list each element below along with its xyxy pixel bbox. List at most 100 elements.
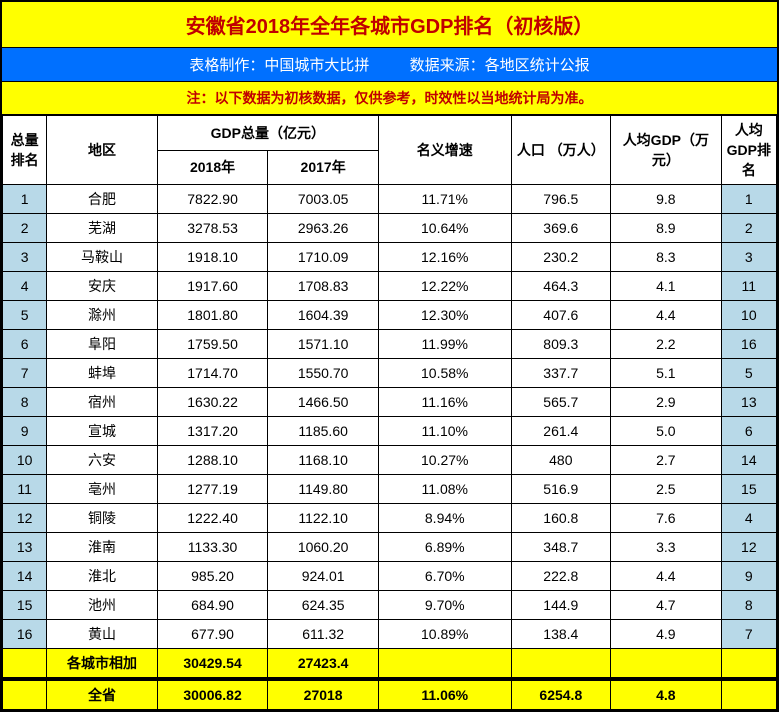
cell-percap: 8.9 xyxy=(611,214,722,243)
cell-percap-rank: 12 xyxy=(721,533,776,562)
subtitle-bar: 表格制作：中国城市大比拼 数据来源：各地区统计公报 xyxy=(2,48,777,82)
cell-population: 138.4 xyxy=(511,620,611,649)
cell-gdp-2017: 1466.50 xyxy=(268,388,379,417)
cell-rank: 2 xyxy=(3,214,47,243)
cell-growth: 11.99% xyxy=(378,330,511,359)
table-row: 9宣城1317.201185.6011.10%261.45.06 xyxy=(3,417,777,446)
subtitle-right: 数据来源：各地区统计公报 xyxy=(410,57,590,74)
cell-gdp-2017: 1571.10 xyxy=(268,330,379,359)
cell-gdp-2017: 1185.60 xyxy=(268,417,379,446)
cell-percap-rank: 3 xyxy=(721,243,776,272)
cell-rank: 10 xyxy=(3,446,47,475)
cell-region: 黄山 xyxy=(47,620,158,649)
title-bar: 安徽省2018年全年各城市GDP排名（初核版） xyxy=(2,2,777,48)
sum-blank xyxy=(3,649,47,678)
cell-percap-rank: 6 xyxy=(721,417,776,446)
table-row: 12铜陵1222.401122.108.94%160.87.64 xyxy=(3,504,777,533)
header-percap-rank: 人均GDP排名 xyxy=(721,116,776,185)
cell-growth: 6.70% xyxy=(378,562,511,591)
cell-growth: 10.64% xyxy=(378,214,511,243)
cell-gdp-2017: 1550.70 xyxy=(268,359,379,388)
province-label: 全省 xyxy=(47,681,158,710)
cell-population: 809.3 xyxy=(511,330,611,359)
header-percap: 人均GDP（万元） xyxy=(611,116,722,185)
cell-gdp-2018: 3278.53 xyxy=(157,214,268,243)
cell-growth: 9.70% xyxy=(378,591,511,620)
cell-growth: 10.58% xyxy=(378,359,511,388)
cell-region: 滁州 xyxy=(47,301,158,330)
cell-gdp-2017: 2963.26 xyxy=(268,214,379,243)
cell-rank: 3 xyxy=(3,243,47,272)
cell-rank: 8 xyxy=(3,388,47,417)
table-row: 3马鞍山1918.101710.0912.16%230.28.33 xyxy=(3,243,777,272)
table-row: 7蚌埠1714.701550.7010.58%337.75.15 xyxy=(3,359,777,388)
cell-region: 合肥 xyxy=(47,185,158,214)
province-percap: 4.8 xyxy=(611,681,722,710)
cell-population: 230.2 xyxy=(511,243,611,272)
cell-gdp-2018: 1277.19 xyxy=(157,475,268,504)
cell-growth: 10.27% xyxy=(378,446,511,475)
cell-percap: 4.9 xyxy=(611,620,722,649)
cell-percap: 2.9 xyxy=(611,388,722,417)
cell-region: 淮南 xyxy=(47,533,158,562)
cell-percap: 2.2 xyxy=(611,330,722,359)
cell-rank: 15 xyxy=(3,591,47,620)
cell-region: 池州 xyxy=(47,591,158,620)
sum-2017: 27423.4 xyxy=(268,649,379,678)
province-2018: 30006.82 xyxy=(157,681,268,710)
cell-region: 亳州 xyxy=(47,475,158,504)
table-row: 11亳州1277.191149.8011.08%516.92.515 xyxy=(3,475,777,504)
province-row: 全省30006.822701811.06%6254.84.8 xyxy=(3,681,777,710)
table-row: 2芜湖3278.532963.2610.64%369.68.92 xyxy=(3,214,777,243)
cell-gdp-2017: 924.01 xyxy=(268,562,379,591)
cell-rank: 5 xyxy=(3,301,47,330)
table-container: 安徽省2018年全年各城市GDP排名（初核版） 表格制作：中国城市大比拼 数据来… xyxy=(0,0,779,712)
cell-gdp-2017: 7003.05 xyxy=(268,185,379,214)
province-blank xyxy=(3,681,47,710)
table-row: 16黄山677.90611.3210.89%138.44.97 xyxy=(3,620,777,649)
cell-gdp-2018: 7822.90 xyxy=(157,185,268,214)
subtitle-left: 表格制作：中国城市大比拼 xyxy=(189,57,369,74)
cell-rank: 11 xyxy=(3,475,47,504)
cell-percap-rank: 15 xyxy=(721,475,776,504)
cell-percap: 4.4 xyxy=(611,301,722,330)
header-2018: 2018年 xyxy=(157,150,268,185)
cell-gdp-2018: 1288.10 xyxy=(157,446,268,475)
cell-rank: 13 xyxy=(3,533,47,562)
cell-gdp-2018: 1714.70 xyxy=(157,359,268,388)
cell-population: 369.6 xyxy=(511,214,611,243)
cell-percap-rank: 14 xyxy=(721,446,776,475)
cell-gdp-2017: 624.35 xyxy=(268,591,379,620)
cell-rank: 1 xyxy=(3,185,47,214)
table-body: 1合肥7822.907003.0511.71%796.59.812芜湖3278.… xyxy=(3,185,777,710)
header-rank: 总量排名 xyxy=(3,116,47,185)
cell-gdp-2018: 985.20 xyxy=(157,562,268,591)
cell-gdp-2018: 1918.10 xyxy=(157,243,268,272)
cell-population: 796.5 xyxy=(511,185,611,214)
cell-percap: 4.4 xyxy=(611,562,722,591)
table-row: 10六安1288.101168.1010.27%4802.714 xyxy=(3,446,777,475)
table-row: 4安庆1917.601708.8312.22%464.34.111 xyxy=(3,272,777,301)
cell-percap: 2.5 xyxy=(611,475,722,504)
cell-growth: 8.94% xyxy=(378,504,511,533)
cell-region: 马鞍山 xyxy=(47,243,158,272)
cell-gdp-2018: 1917.60 xyxy=(157,272,268,301)
province-growth: 11.06% xyxy=(378,681,511,710)
table-row: 15池州684.90624.359.70%144.94.78 xyxy=(3,591,777,620)
cell-rank: 12 xyxy=(3,504,47,533)
gdp-table: 总量排名 地区 GDP总量（亿元） 名义增速 人口 （万人） 人均GDP（万元）… xyxy=(2,115,777,710)
cell-region: 宣城 xyxy=(47,417,158,446)
cell-population: 480 xyxy=(511,446,611,475)
cell-percap-rank: 11 xyxy=(721,272,776,301)
cell-gdp-2017: 1060.20 xyxy=(268,533,379,562)
header-region: 地区 xyxy=(47,116,158,185)
cell-region: 淮北 xyxy=(47,562,158,591)
cell-growth: 11.71% xyxy=(378,185,511,214)
cell-region: 蚌埠 xyxy=(47,359,158,388)
cell-gdp-2018: 1222.40 xyxy=(157,504,268,533)
cell-percap: 5.1 xyxy=(611,359,722,388)
cell-growth: 12.22% xyxy=(378,272,511,301)
table-row: 5滁州1801.801604.3912.30%407.64.410 xyxy=(3,301,777,330)
header-gdp-total: GDP总量（亿元） xyxy=(157,116,378,151)
cell-gdp-2017: 1604.39 xyxy=(268,301,379,330)
